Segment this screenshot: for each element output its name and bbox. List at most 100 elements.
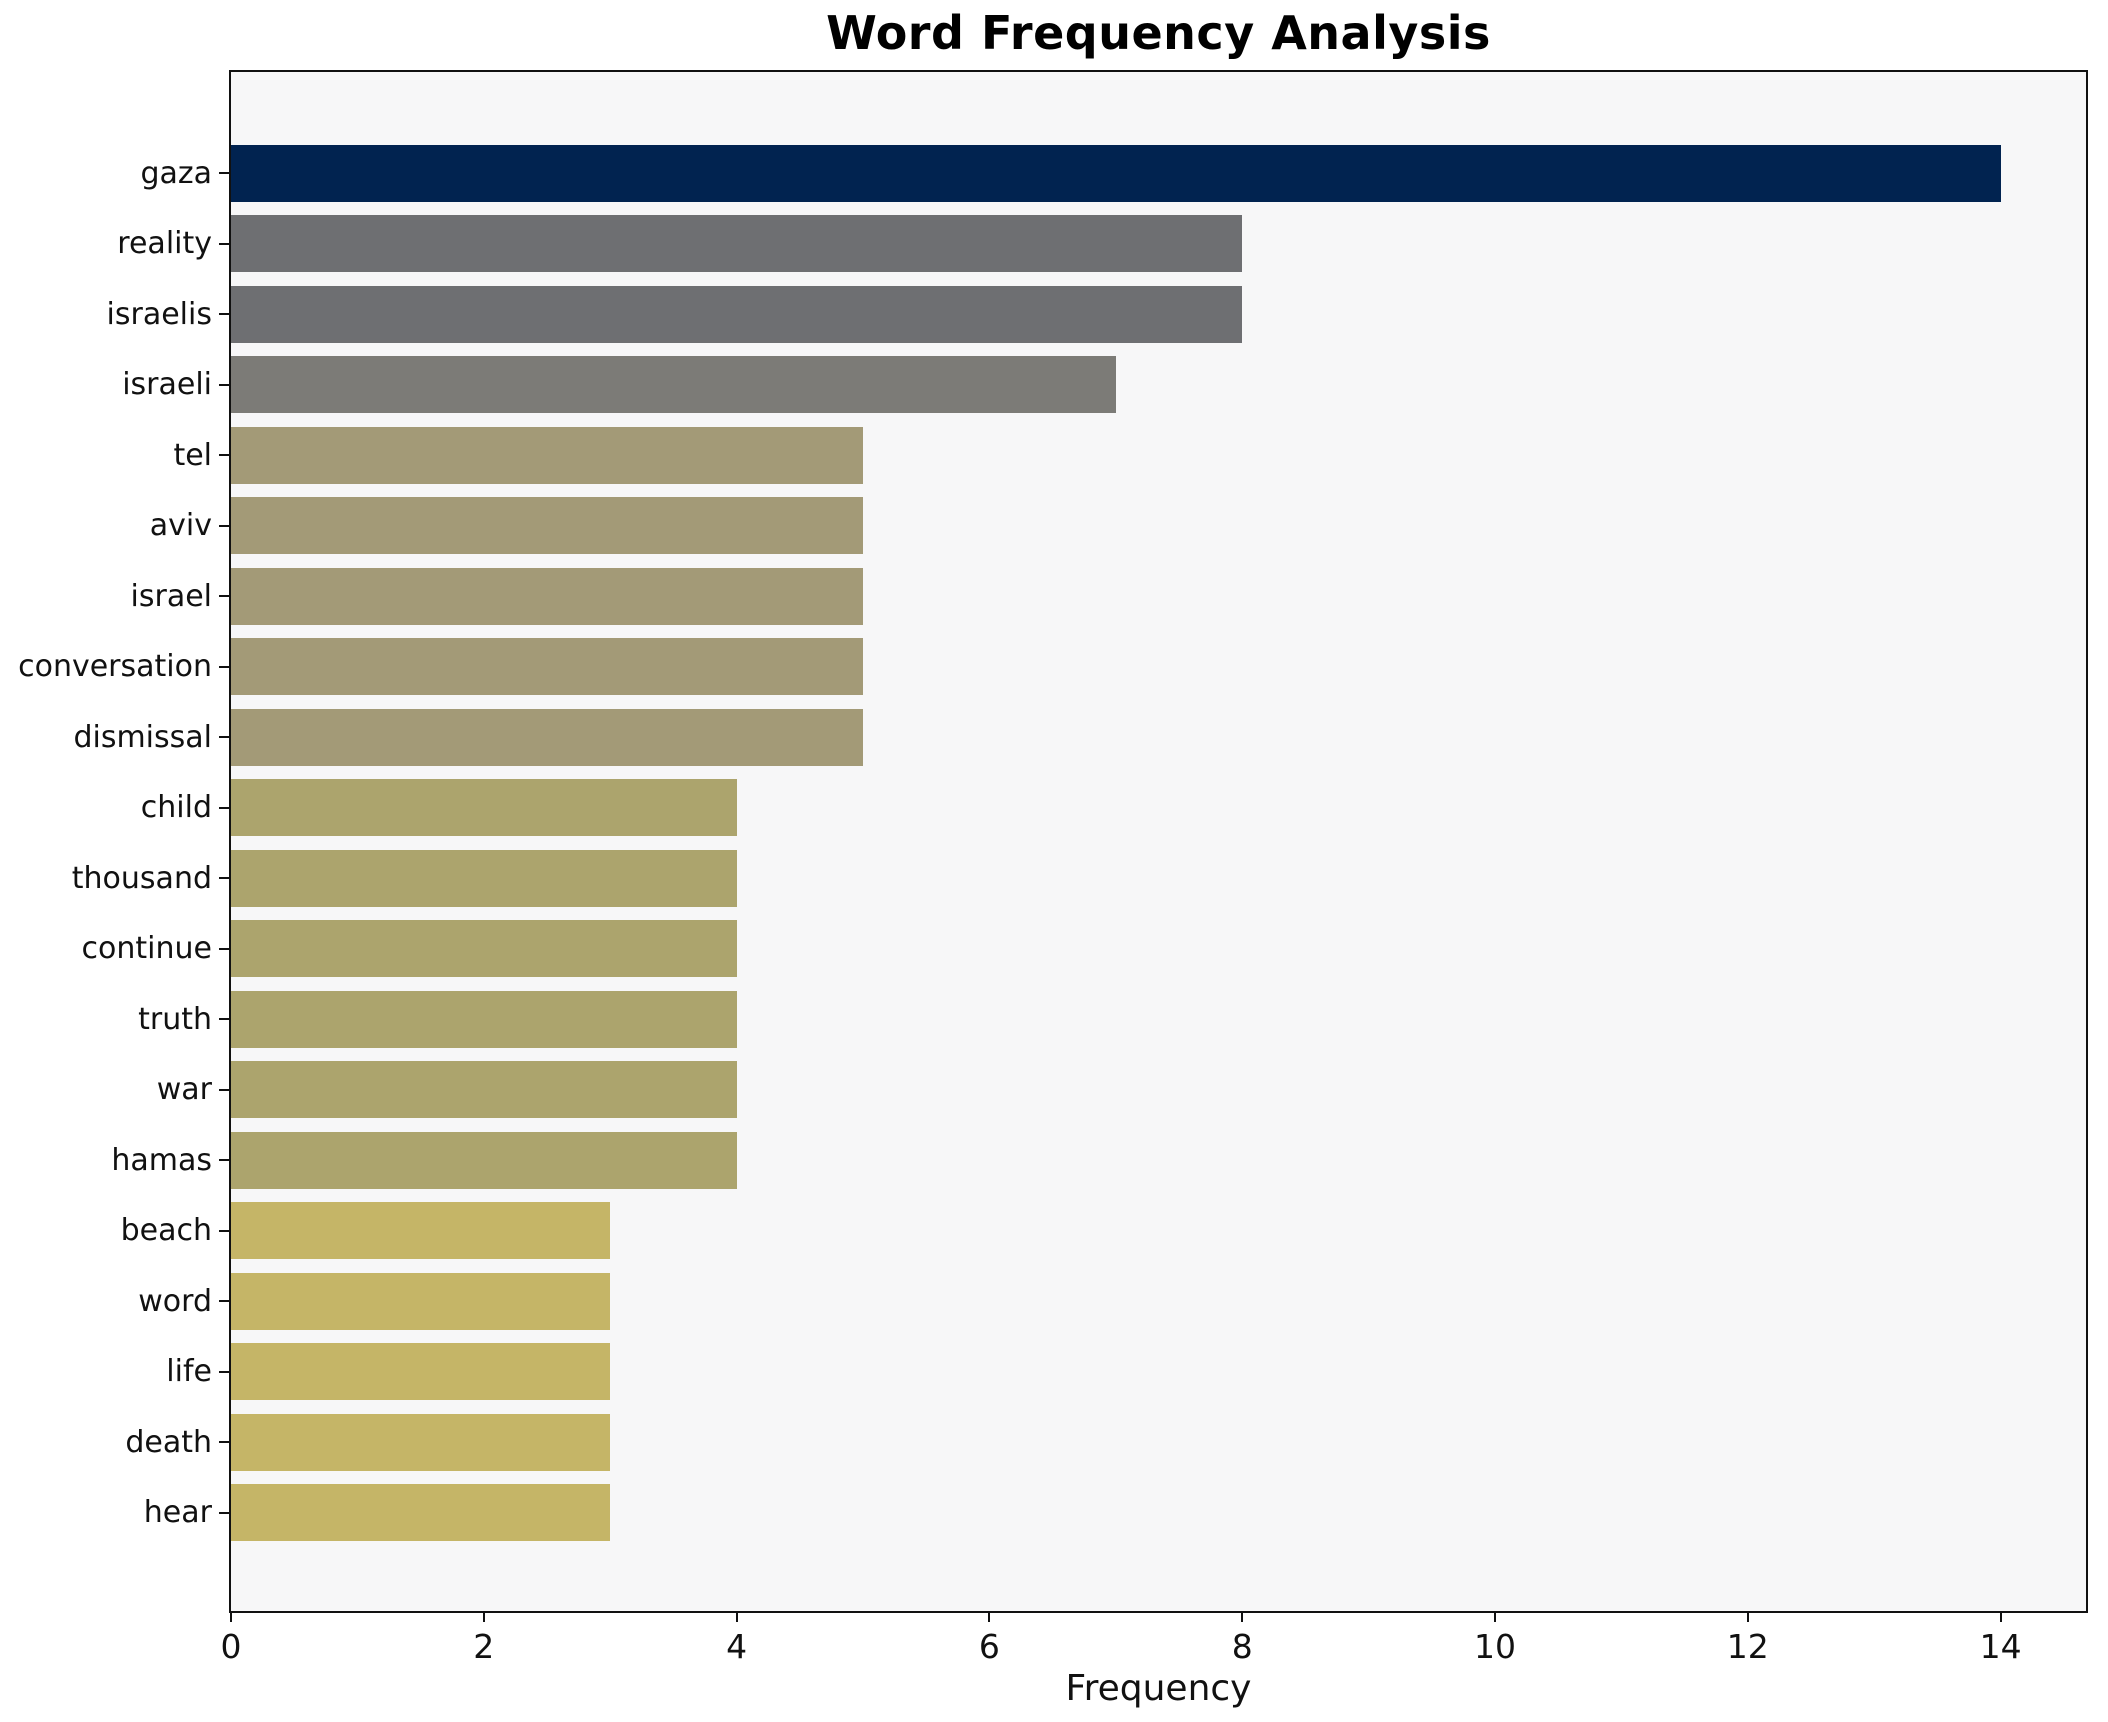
bar-row: life [0,1337,2108,1408]
y-tick-mark [219,665,229,668]
y-tick-mark [219,172,229,175]
category-label: israeli [122,367,212,403]
x-tick-label: 10 [1474,1627,1516,1666]
bar-row: dismissal [0,702,2108,773]
y-tick-mark [219,383,229,386]
y-tick-mark [219,1159,229,1162]
y-tick-mark [219,947,229,950]
category-label: tel [173,437,212,473]
y-tick-mark [219,1441,229,1444]
bar [231,1061,737,1119]
x-tick-label: 4 [726,1627,748,1666]
bar [231,1272,611,1330]
y-tick-mark [219,1511,229,1514]
category-label: israel [130,578,212,614]
y-tick-mark [219,1300,229,1303]
bar-row: continue [0,914,2108,985]
y-tick-mark [219,1088,229,1091]
bar [231,426,863,484]
x-tick-label: 14 [1979,1627,2022,1666]
bar-row: israel [0,561,2108,632]
y-tick-mark [219,313,229,316]
bar [231,1131,737,1189]
bar [231,638,863,696]
x-tick-mark [482,1613,485,1622]
x-tick-label: 6 [978,1627,1000,1666]
x-tick-mark [735,1613,738,1622]
bar [231,285,1243,343]
bar [231,144,2001,202]
bar-row: beach [0,1196,2108,1267]
bar [231,990,737,1048]
category-label: war [156,1072,212,1108]
bar-row: israeli [0,350,2108,421]
y-tick-mark [219,1229,229,1232]
bar-row: thousand [0,843,2108,914]
category-label: reality [117,226,212,262]
x-tick-mark [988,1613,991,1622]
category-label: gaza [140,155,212,191]
category-label: life [166,1354,212,1390]
y-tick-mark [219,524,229,527]
category-label: truth [138,1001,212,1037]
x-tick-mark [1494,1613,1496,1622]
y-tick-mark [219,877,229,880]
category-label: aviv [149,508,212,544]
category-label: death [125,1424,212,1460]
bar [231,779,737,837]
bar [231,356,1116,414]
category-label: conversation [18,649,212,685]
bar-row: hamas [0,1125,2108,1196]
x-axis-label: Frequency [1065,1668,1252,1709]
category-label: israelis [106,296,212,332]
category-label: thousand [71,860,212,896]
x-tick-label: 2 [473,1627,495,1666]
bar [231,708,863,766]
bar [231,1413,611,1471]
bar [231,1202,611,1260]
bar [231,215,1243,273]
x-tick-label: 12 [1726,1627,1769,1666]
y-tick-mark [219,242,229,245]
bar [231,497,863,555]
chart-title: Word Frequency Analysis [826,6,1491,60]
bar-row: gaza [0,138,2108,209]
x-tick-label: 0 [220,1627,242,1666]
category-label: hamas [111,1142,212,1178]
y-tick-mark [219,1018,229,1021]
y-tick-mark [219,736,229,739]
bar-row: aviv [0,491,2108,562]
bar-row: truth [0,984,2108,1055]
bar [231,1484,611,1542]
x-tick-label: 8 [1231,1627,1253,1666]
category-label: hear [143,1495,212,1531]
bar-row: tel [0,420,2108,491]
bar-row: conversation [0,632,2108,703]
bar-row: israelis [0,279,2108,350]
category-label: dismissal [73,719,212,755]
bar-row: death [0,1407,2108,1478]
bar-row: word [0,1266,2108,1337]
category-label: child [140,790,212,826]
x-tick-mark [1241,1613,1244,1622]
y-tick-mark [219,454,229,457]
y-tick-mark [219,806,229,809]
y-tick-mark [219,1370,229,1373]
bar [231,849,737,907]
bar-row: child [0,773,2108,844]
bar [231,567,863,625]
bar-row: hear [0,1478,2108,1549]
bar [231,920,737,978]
category-label: beach [120,1213,212,1249]
category-label: word [138,1283,212,1319]
bar [231,1343,611,1401]
bar-row: reality [0,209,2108,280]
y-tick-mark [219,595,229,598]
bar-rows: gaza reality israelis israeli tel aviv israel c… [0,138,2108,1548]
category-label: continue [81,931,212,967]
x-tick-mark [1746,1613,1749,1622]
x-tick-mark [230,1613,232,1622]
bar-row: war [0,1055,2108,1126]
x-tick-mark [1999,1613,2002,1622]
